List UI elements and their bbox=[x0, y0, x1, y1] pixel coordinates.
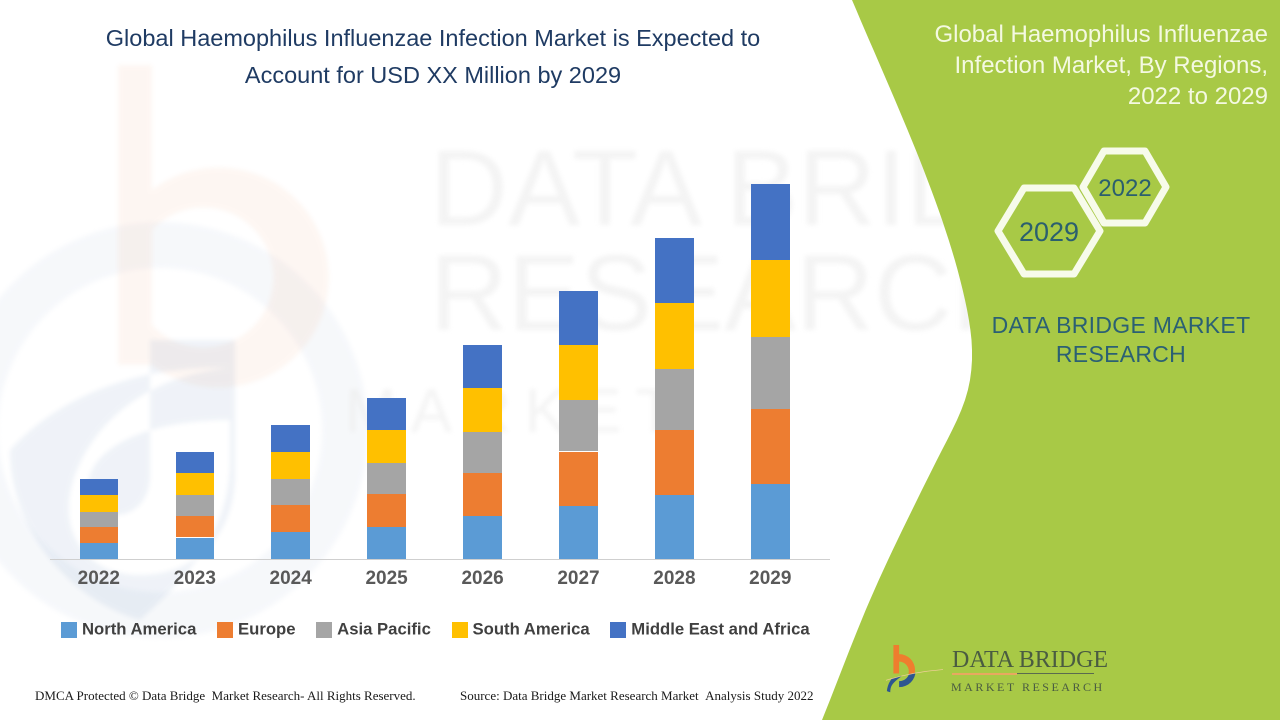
svg-text:2029: 2029 bbox=[1019, 217, 1079, 247]
svg-text:2022: 2022 bbox=[1098, 175, 1151, 202]
